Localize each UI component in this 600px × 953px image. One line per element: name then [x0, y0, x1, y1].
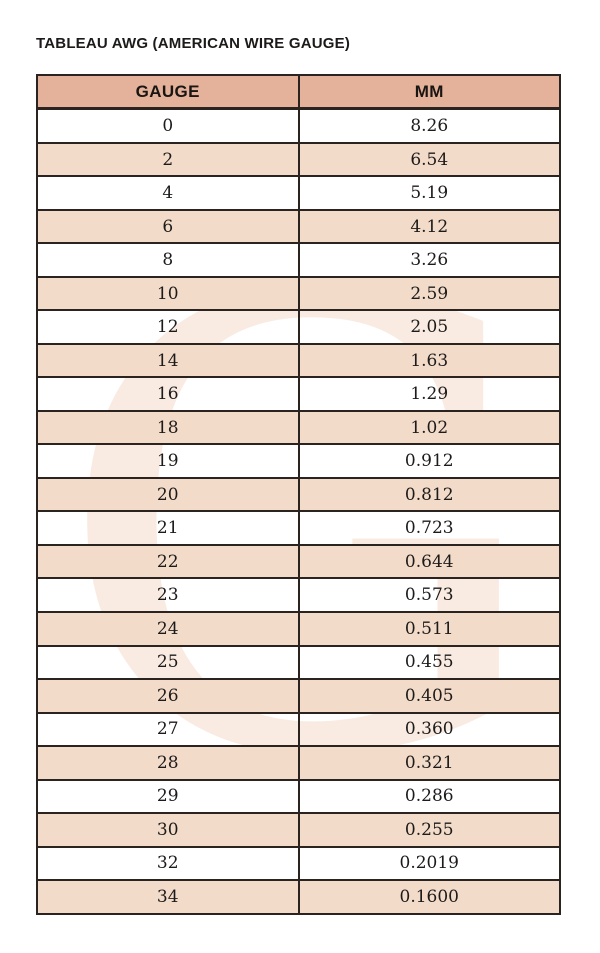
- table-row: 4 5.19: [36, 175, 561, 211]
- gauge-cell: 18: [36, 409, 300, 446]
- header-row: GAUGE MM: [36, 74, 561, 110]
- gauge-cell: 21: [36, 510, 300, 546]
- mm-cell: 4.12: [297, 208, 561, 245]
- gauge-cell: 16: [36, 376, 300, 412]
- mm-cell: 3.26: [297, 242, 561, 278]
- gauge-cell: 32: [36, 845, 300, 882]
- gauge-cell: 28: [36, 745, 300, 781]
- mm-cell: 0.455: [297, 644, 561, 681]
- gauge-cell: 6: [36, 208, 300, 245]
- table-row: 27 0.360: [36, 711, 561, 748]
- gauge-cell: 20: [36, 476, 300, 513]
- mm-cell: 6.54: [297, 141, 561, 178]
- page-title: TABLEAU AWG (AMERICAN WIRE GAUGE): [36, 35, 351, 52]
- gauge-cell: 29: [36, 778, 300, 815]
- mm-cell: 0.2019: [297, 845, 561, 882]
- gauge-cell: 23: [36, 577, 300, 613]
- table-row: 30 0.255: [36, 812, 561, 848]
- mm-cell: 0.1600: [297, 879, 561, 915]
- gauge-cell: 10: [36, 275, 300, 312]
- mm-cell: 0.360: [297, 711, 561, 748]
- gauge-cell: 19: [36, 443, 300, 479]
- table-row: 12 2.05: [36, 309, 561, 345]
- column-header-gauge: GAUGE: [36, 74, 300, 110]
- mm-cell: 2.59: [297, 275, 561, 312]
- gauge-cell: 12: [36, 309, 300, 345]
- table-row: 21 0.723: [36, 510, 561, 546]
- mm-cell: 0.255: [297, 812, 561, 848]
- table-row: 29 0.286: [36, 778, 561, 815]
- table-row: 34 0.1600: [36, 879, 561, 915]
- table-row: 10 2.59: [36, 275, 561, 312]
- table-row: 22 0.644: [36, 543, 561, 580]
- awg-table: GAUGE MM 0 8.26 2 6.54 4 5.19 6 4.12 8 3.26 10 2.59…: [36, 74, 561, 915]
- mm-cell: 0.286: [297, 778, 561, 815]
- table-row: 14 1.63: [36, 342, 561, 379]
- gauge-cell: 0: [36, 107, 300, 144]
- mm-cell: 0.573: [297, 577, 561, 613]
- mm-cell: 0.644: [297, 543, 561, 580]
- gauge-cell: 14: [36, 342, 300, 379]
- table-row: 24 0.511: [36, 611, 561, 647]
- table-row: 23 0.573: [36, 577, 561, 613]
- gauge-cell: 8: [36, 242, 300, 278]
- gauge-cell: 24: [36, 611, 300, 647]
- mm-cell: 1.29: [297, 376, 561, 412]
- mm-cell: 1.63: [297, 342, 561, 379]
- gauge-cell: 27: [36, 711, 300, 748]
- mm-cell: 0.723: [297, 510, 561, 546]
- table-body: 0 8.26 2 6.54 4 5.19 6 4.12 8 3.26 10 2.59 12 2.05 14 1…: [36, 107, 561, 915]
- mm-cell: 0.812: [297, 476, 561, 513]
- gauge-cell: 2: [36, 141, 300, 178]
- table-row: 19 0.912: [36, 443, 561, 479]
- gauge-cell: 4: [36, 175, 300, 211]
- table-row: 6 4.12: [36, 208, 561, 245]
- mm-cell: 2.05: [297, 309, 561, 345]
- gauge-cell: 22: [36, 543, 300, 580]
- table-row: 28 0.321: [36, 745, 561, 781]
- column-header-mm: MM: [297, 74, 561, 110]
- table-row: 26 0.405: [36, 678, 561, 714]
- mm-cell: 0.912: [297, 443, 561, 479]
- mm-cell: 5.19: [297, 175, 561, 211]
- mm-cell: 1.02: [297, 409, 561, 446]
- table-row: 8 3.26: [36, 242, 561, 278]
- gauge-cell: 25: [36, 644, 300, 681]
- table-row: 32 0.2019: [36, 845, 561, 882]
- mm-cell: 0.321: [297, 745, 561, 781]
- table-row: 18 1.02: [36, 409, 561, 446]
- mm-cell: 0.511: [297, 611, 561, 647]
- gauge-cell: 30: [36, 812, 300, 848]
- gauge-cell: 34: [36, 879, 300, 915]
- mm-cell: 8.26: [297, 107, 561, 144]
- awg-table-container: G GAUGE MM 0 8.26 2 6.54 4 5.19 6 4.12 8 3.26 10 2.…: [36, 74, 561, 915]
- table-row: 0 8.26: [36, 107, 561, 144]
- table-row: 20 0.812: [36, 476, 561, 513]
- mm-cell: 0.405: [297, 678, 561, 714]
- table-row: 16 1.29: [36, 376, 561, 412]
- gauge-cell: 26: [36, 678, 300, 714]
- table-row: 2 6.54: [36, 141, 561, 178]
- table-row: 25 0.455: [36, 644, 561, 681]
